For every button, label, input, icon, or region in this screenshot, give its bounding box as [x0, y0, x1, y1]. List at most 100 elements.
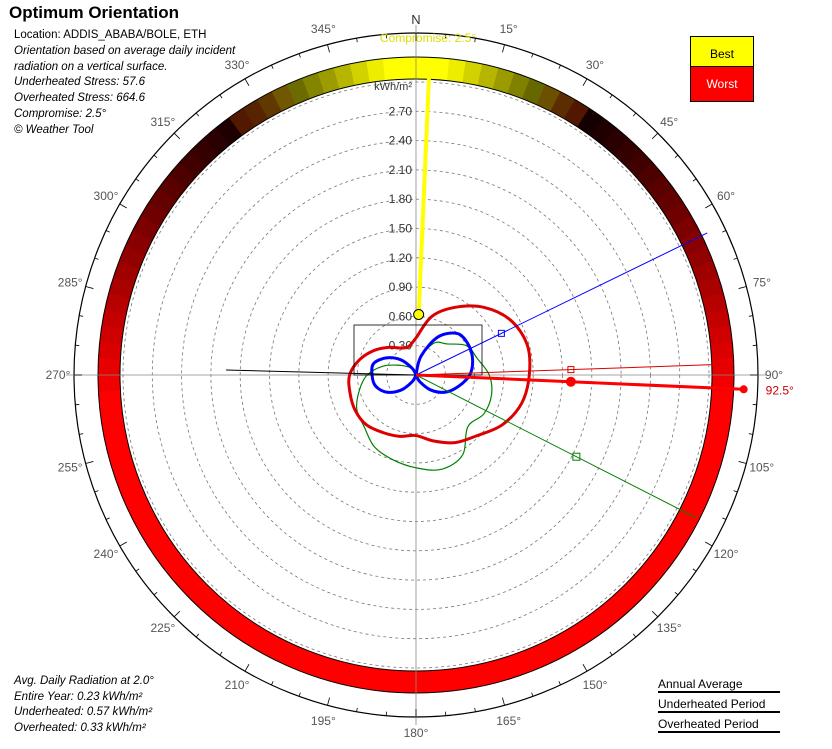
ring-segment	[655, 188, 684, 215]
worst-orientation-label: 92.5°	[766, 384, 794, 398]
summary-line: Entire Year: 0.23 kWh/m²	[14, 690, 143, 703]
ring-segment	[506, 651, 530, 678]
angle-labels: 15° 30° 45° 60° 75° 90° 105° 120° 135° 150° 165° 18…	[46, 12, 784, 740]
overheated-stress-text: Overheated Stress: 664.6	[14, 92, 146, 105]
ring-segment	[679, 495, 707, 521]
ring-segment	[349, 60, 371, 86]
ring-segment	[179, 149, 208, 177]
radial-tick-label: 0.30	[389, 339, 413, 353]
ring-segment	[701, 436, 728, 459]
angle-tick	[674, 154, 679, 159]
angle-label: 210°	[225, 678, 250, 692]
angle-label: 300°	[94, 189, 119, 203]
ring-segment	[158, 174, 187, 202]
underheated-stress-text: Underheated Stress: 57.6	[14, 76, 146, 89]
ring-segment	[256, 630, 282, 659]
ring-segment	[398, 670, 416, 693]
angle-label: 60°	[717, 189, 735, 203]
chart-title: Optimum Orientation	[9, 3, 179, 22]
ring-segment	[462, 60, 484, 86]
ring-segment	[366, 58, 387, 83]
angle-tick	[632, 633, 637, 638]
ring-segment	[149, 187, 178, 214]
angle-label: 15°	[500, 22, 518, 36]
angle-tick	[722, 517, 727, 520]
angle-label: 120°	[714, 547, 739, 561]
worst-orientation-line	[415, 373, 744, 391]
annual-marker	[572, 452, 581, 461]
ring-segment	[563, 623, 590, 651]
angle-tick	[474, 38, 476, 43]
ring-segment	[549, 631, 575, 659]
angle-label: 195°	[311, 714, 336, 728]
angle-tick	[79, 315, 84, 317]
angle-tick	[674, 591, 679, 596]
ring-segment	[125, 229, 153, 255]
unit-label: kWh/m²	[374, 81, 412, 93]
orientation-score-ring	[98, 57, 734, 693]
ring-segment	[430, 669, 450, 693]
ring-segment	[646, 174, 674, 202]
ring-segment	[461, 664, 483, 690]
ring-segment	[671, 509, 700, 535]
ring-segment	[148, 535, 177, 562]
info-block: Location: ADDIS_ABABA/BOLE, ETH Orientat…	[14, 28, 235, 139]
ring-segment	[99, 404, 124, 425]
angle-tick	[271, 64, 274, 69]
series-legend: Annual Average Underheated Period Overhe…	[658, 677, 780, 737]
info-line: radiation on a vertical surface.	[14, 60, 168, 73]
radial-tick-label: 1.20	[389, 251, 413, 265]
ring-segment	[191, 137, 219, 166]
angle-tick	[298, 53, 301, 58]
ring-segment	[550, 91, 576, 120]
ring-segment	[132, 508, 160, 534]
angle-label: 285°	[58, 275, 83, 289]
angle-label: 165°	[496, 714, 521, 728]
angle-tick	[79, 433, 84, 435]
angle-tick	[219, 94, 223, 99]
ring-segment	[104, 291, 131, 314]
angle-label: 45°	[660, 115, 678, 129]
angle-tick	[244, 78, 250, 86]
ring-segment	[602, 127, 630, 156]
location-text: Location: ADDIS_ABABA/BOLE, ETH	[14, 29, 207, 41]
ring-segment	[108, 450, 135, 474]
ring-segment	[710, 341, 734, 361]
overheated-curve	[347, 304, 532, 445]
angle-tick	[748, 315, 753, 317]
overheated-marker	[567, 366, 575, 374]
angle-tick	[85, 286, 94, 289]
summary-line: Overheated: 0.33 kWh/m²	[14, 721, 146, 734]
angle-tick	[632, 112, 637, 117]
ring-segment	[576, 614, 603, 643]
annual-average-curve	[356, 341, 493, 471]
ring-segment	[399, 57, 418, 80]
angle-label: 90°	[765, 368, 783, 382]
ring-segment	[317, 67, 341, 94]
ring-segment	[229, 107, 256, 136]
angle-tick	[105, 517, 110, 520]
ring-segment	[333, 63, 356, 90]
angle-label: 75°	[753, 275, 771, 289]
ring-segment	[589, 605, 617, 633]
angle-tick	[135, 178, 140, 182]
angle-tick	[531, 53, 534, 58]
angle-tick	[94, 257, 99, 260]
ring-segment	[113, 465, 140, 489]
ring-segment	[202, 594, 230, 623]
angle-label: 315°	[150, 115, 175, 129]
angle-tick	[558, 64, 561, 69]
ring-segment	[672, 216, 700, 242]
angle-label: 150°	[583, 678, 608, 692]
ring-segment	[98, 340, 122, 360]
ring-segment	[203, 127, 231, 156]
ring-segment	[614, 138, 642, 167]
ring-segment	[477, 63, 500, 90]
angle-tick	[356, 707, 358, 712]
summary-line: Avg. Daily Radiation at 2.0°	[14, 675, 154, 687]
angle-tick	[195, 112, 200, 117]
ring-segment	[663, 523, 692, 550]
angle-label: 105°	[749, 461, 774, 475]
angle-tick	[153, 591, 158, 596]
